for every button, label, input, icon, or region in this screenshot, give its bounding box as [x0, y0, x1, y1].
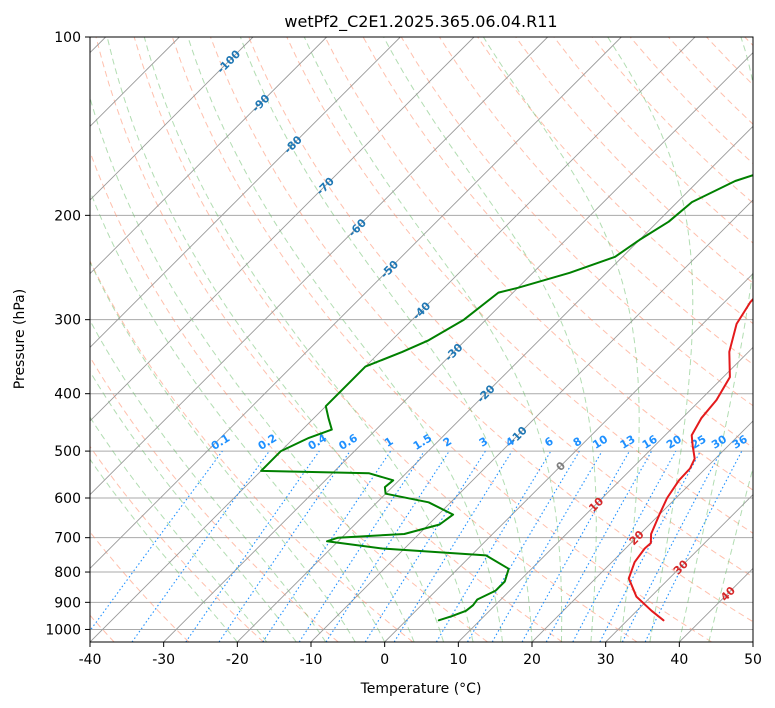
- moist-adiabat-line: [90, 370, 297, 642]
- isotherm-line: [458, 346, 753, 642]
- moist-adiabat-line: [106, 37, 445, 642]
- moist-adiabat-line: [90, 458, 238, 642]
- profile-series: [260, 174, 753, 622]
- y-tick-label: 100: [54, 30, 81, 46]
- y-axis-ticks: 100 200 300 400 500 600 700 800 900 1000: [45, 30, 90, 638]
- pressure-gridlines: [90, 37, 753, 630]
- x-tick-label: 10: [449, 652, 467, 668]
- x-axis-ticks: -40 -30 -20 -10 0 10 20 30 40 50: [79, 642, 762, 668]
- y-tick-label: 200: [54, 208, 81, 224]
- y-tick-label: 500: [54, 444, 81, 460]
- dry-adiabat-line: [286, 37, 753, 534]
- mixing-ratio-line: [572, 450, 677, 642]
- moist-adiabat-line: [708, 466, 753, 642]
- y-tick-label: 900: [54, 595, 81, 611]
- moist-adiabat-line: [607, 37, 694, 642]
- x-tick-label: -40: [79, 652, 102, 668]
- y-tick-label: 300: [54, 313, 81, 329]
- temperature-profile-line: [627, 297, 753, 622]
- isotherm-line: [163, 52, 753, 642]
- plot-area: -100-90-80-70-60-50-40-30-20-10010203040…: [90, 37, 753, 642]
- isotherm-line: [90, 37, 327, 275]
- moist-adiabat-line: [143, 37, 474, 642]
- x-tick-label: -10: [300, 652, 323, 668]
- isotherm-line: [384, 273, 753, 642]
- isotherms: [90, 37, 753, 642]
- dry-adiabat-line: [90, 445, 264, 642]
- y-tick-label: 800: [54, 565, 81, 581]
- isotherm-line: [90, 37, 696, 642]
- y-tick-label: 700: [54, 531, 81, 547]
- y-tick-label: 400: [54, 387, 81, 403]
- mixing-ratio-line: [90, 450, 223, 632]
- moist-adiabat-line: [482, 37, 640, 642]
- mixing-ratio-lines: [90, 450, 743, 642]
- moist-adiabat-line: [90, 416, 268, 642]
- moist-adiabat-line: [187, 37, 503, 642]
- isotherm-line: [90, 37, 475, 422]
- isotherm-line: [90, 37, 548, 496]
- x-tick-label: 30: [597, 652, 615, 668]
- mixing-ratio-line: [325, 450, 450, 642]
- mixing-ratio-line: [218, 450, 351, 642]
- dewpoint-profile-line: [260, 174, 753, 622]
- isotherm-line: [531, 420, 753, 642]
- dry-adiabat-line: [515, 37, 753, 284]
- moist-adiabat-line: [90, 189, 386, 642]
- plot-frame: [89, 36, 754, 643]
- isotherm-line: [310, 199, 753, 642]
- isotherm-line: [90, 37, 254, 201]
- x-tick-label: 0: [380, 652, 389, 668]
- x-tick-label: -20: [226, 652, 249, 668]
- mixing-ratio-line: [545, 450, 653, 642]
- mixing-ratio-line: [393, 450, 513, 642]
- y-axis-label: Pressure (hPa): [12, 289, 28, 389]
- isotherm-line: [237, 125, 753, 642]
- x-tick-label: 40: [670, 652, 688, 668]
- chart-title: wetPf2_C2E1.2025.365.06.04.R11: [284, 12, 557, 32]
- isotherm-line: [90, 37, 401, 348]
- x-tick-label: 20: [523, 652, 541, 668]
- moist-adiabat-line: [90, 260, 356, 642]
- dry-adiabat-line: [133, 37, 638, 642]
- mixing-ratio-line: [521, 450, 630, 642]
- mixing-ratio-line: [185, 450, 320, 642]
- y-tick-label: 600: [54, 491, 81, 507]
- dry-adiabat-line: [210, 37, 753, 623]
- mixing-ratio-line: [298, 450, 425, 642]
- dry-adiabat-line: [95, 37, 563, 642]
- isotherm-line: [605, 494, 753, 642]
- dry-adiabat-line: [171, 37, 712, 642]
- moist-adiabat-line: [303, 37, 563, 642]
- dry-adiabat-line: [90, 259, 414, 642]
- x-tick-label: 50: [744, 652, 762, 668]
- x-tick-label: -30: [152, 652, 175, 668]
- mixing-ratio-line: [262, 450, 392, 642]
- moist-adiabat-line: [90, 319, 327, 642]
- mixing-ratio-line: [644, 450, 743, 642]
- mixing-ratio-line: [131, 450, 270, 642]
- moist-adiabat-line: [239, 37, 533, 642]
- y-tick-label: 1000: [45, 622, 81, 638]
- moist-adiabat-line: [678, 37, 753, 642]
- dry-adiabat-line: [90, 356, 339, 642]
- dry-adiabat-line: [248, 37, 753, 578]
- x-axis-label: Temperature (°C): [360, 681, 482, 697]
- isotherm-line: [90, 37, 622, 569]
